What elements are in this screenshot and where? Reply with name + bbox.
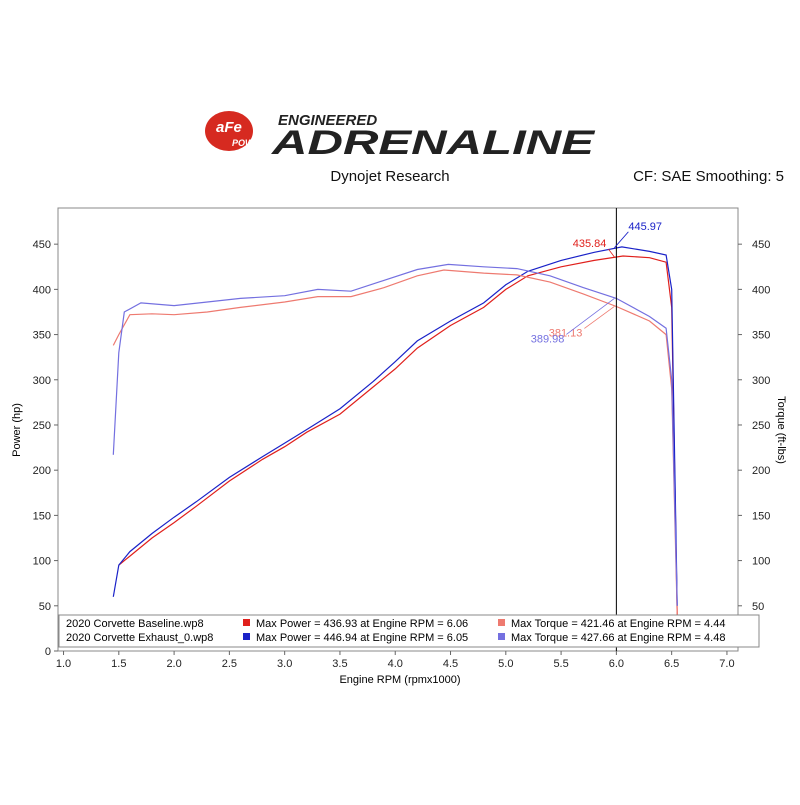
legend-entry: Max Torque = 421.46 at Engine RPM = 4.44 xyxy=(511,618,725,630)
cursor-label: 381.13 xyxy=(549,327,583,339)
x-tick-label: 6.0 xyxy=(609,658,624,670)
x-tick-label: 6.5 xyxy=(664,658,679,670)
y-tick-label: 300 xyxy=(33,375,51,387)
legend-run: 2020 Corvette Exhaust_0.wp8 xyxy=(66,632,213,644)
y-tick-label: 50 xyxy=(39,601,51,613)
data-line xyxy=(112,246,678,606)
y2-tick-label: 50 xyxy=(752,601,764,613)
legend-swatch xyxy=(498,633,505,640)
y-tick-label: 350 xyxy=(33,330,51,342)
y2-tick-label: 150 xyxy=(752,510,770,522)
logo-badge xyxy=(205,111,253,151)
x-tick-label: 2.5 xyxy=(222,658,237,670)
y-axis-label: Power (hp) xyxy=(11,403,23,457)
logo-engineered: ENGINEERED xyxy=(278,112,377,129)
legend-entry: Max Power = 446.94 at Engine RPM = 6.05 xyxy=(256,632,468,644)
y-tick-label: 400 xyxy=(33,284,51,296)
y2-tick-label: 200 xyxy=(752,465,770,477)
cursor-label: 435.84 xyxy=(573,238,607,250)
y-tick-label: 100 xyxy=(33,556,51,568)
chart-title: ADRENALINE xyxy=(271,124,596,162)
cursor-label: 389.98 xyxy=(531,333,565,345)
legend-swatch xyxy=(243,619,250,626)
y2-tick-label: 300 xyxy=(752,375,770,387)
subtitle: Dynojet Research xyxy=(330,168,449,185)
logo-power: POWER xyxy=(232,138,267,148)
cursor-label: 445.97 xyxy=(628,221,662,233)
legend-entry: Max Torque = 427.66 at Engine RPM = 4.48 xyxy=(511,632,725,644)
legend-run: 2020 Corvette Baseline.wp8 xyxy=(66,618,204,630)
y2-tick-label: 100 xyxy=(752,556,770,568)
settings-note: CF: SAE Smoothing: 5 xyxy=(633,168,784,185)
cursor-pointer xyxy=(566,298,615,335)
cursor-pointer xyxy=(584,306,615,329)
y2-tick-label: 450 xyxy=(752,239,770,251)
x-axis-label: Engine RPM (rpmx1000) xyxy=(339,674,460,686)
x-tick-label: 1.5 xyxy=(111,658,126,670)
x-tick-label: 5.0 xyxy=(498,658,513,670)
x-tick-label: 4.5 xyxy=(443,658,458,670)
x-tick-label: 1.0 xyxy=(56,658,71,670)
x-tick-label: 5.5 xyxy=(553,658,568,670)
x-tick-label: 4.0 xyxy=(388,658,403,670)
legend-swatch xyxy=(498,619,505,626)
y2-axis-label: Torque (ft-lbs) xyxy=(775,396,787,464)
data-line xyxy=(112,263,678,606)
y2-tick-label: 400 xyxy=(752,284,770,296)
data-line xyxy=(118,255,678,615)
y-tick-label: 450 xyxy=(33,239,51,251)
legend-box xyxy=(58,614,760,648)
cursor-pointer xyxy=(614,231,629,249)
data-line xyxy=(112,269,678,615)
y-tick-label: 200 xyxy=(33,465,51,477)
y-tick-label: 0 xyxy=(45,646,51,658)
plot-area xyxy=(57,207,739,652)
logo-afe: aFe xyxy=(216,119,242,136)
x-tick-label: 3.5 xyxy=(332,658,347,670)
cursor-pointer xyxy=(608,248,615,258)
x-tick-label: 3.0 xyxy=(277,658,292,670)
x-tick-label: 7.0 xyxy=(719,658,734,670)
x-tick-label: 2.0 xyxy=(166,658,181,670)
y2-tick-label: 350 xyxy=(752,330,770,342)
legend-entry: Max Power = 436.93 at Engine RPM = 6.06 xyxy=(256,618,468,630)
legend-swatch xyxy=(243,633,250,640)
y2-tick-label: 250 xyxy=(752,420,770,432)
y-tick-label: 250 xyxy=(33,420,51,432)
y-tick-label: 150 xyxy=(33,510,51,522)
